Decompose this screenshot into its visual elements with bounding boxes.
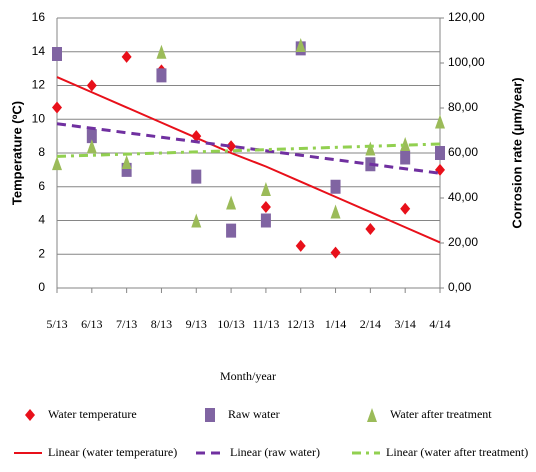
trend-line bbox=[56, 76, 441, 244]
marker bbox=[400, 202, 411, 215]
y-tick-label: 10 bbox=[32, 111, 46, 125]
y-tick-label: 12 bbox=[32, 78, 46, 92]
marker bbox=[365, 141, 376, 156]
marker bbox=[435, 146, 445, 160]
trend-line bbox=[56, 122, 441, 175]
marker bbox=[435, 114, 445, 129]
x-tick-label: 12/13 bbox=[287, 317, 314, 331]
marker bbox=[156, 44, 167, 59]
legend-label: Raw water bbox=[228, 407, 280, 421]
marker bbox=[260, 213, 271, 228]
legend-label: Water after treatment bbox=[390, 407, 492, 421]
y-tick-label: 14 bbox=[32, 44, 46, 58]
marker bbox=[226, 195, 237, 210]
x-tick-label: 4/14 bbox=[429, 317, 450, 331]
marker bbox=[86, 139, 97, 154]
y-axis-title: Temperature (ºC) bbox=[9, 101, 24, 205]
legend-label: Linear (water after treatment) bbox=[386, 445, 528, 459]
x-tick-label: 10/13 bbox=[217, 317, 244, 331]
x-tick-label: 3/14 bbox=[395, 317, 416, 331]
marker bbox=[121, 50, 132, 63]
y2-tick-label: 60,00 bbox=[448, 145, 478, 159]
y2-tick-label: 100,00 bbox=[448, 55, 485, 69]
x-tick-label: 11/13 bbox=[252, 317, 279, 331]
y2-tick-label: 80,00 bbox=[448, 100, 478, 114]
x-tick-label: 1/14 bbox=[325, 317, 346, 331]
y-tick-label: 8 bbox=[38, 145, 45, 159]
marker bbox=[121, 162, 132, 177]
marker bbox=[367, 408, 377, 422]
marker bbox=[295, 38, 306, 52]
trend-line bbox=[56, 142, 441, 158]
marker bbox=[260, 182, 271, 196]
marker bbox=[191, 169, 202, 184]
y-tick-label: 4 bbox=[38, 213, 45, 227]
y-tick-label: 6 bbox=[38, 179, 45, 193]
y2-tick-label: 0,00 bbox=[448, 280, 472, 294]
y2-tick-label: 20,00 bbox=[448, 235, 478, 249]
marker bbox=[25, 409, 35, 421]
marker bbox=[260, 201, 271, 213]
y2-tick-label: 40,00 bbox=[448, 190, 478, 204]
legend-label: Water temperature bbox=[48, 407, 137, 421]
marker bbox=[52, 101, 62, 114]
x-tick-label: 5/13 bbox=[46, 317, 67, 331]
x-tick-label: 6/13 bbox=[81, 317, 102, 331]
marker bbox=[52, 47, 62, 61]
y-tick-label: 0 bbox=[38, 280, 45, 294]
x-tick-label: 8/13 bbox=[151, 317, 172, 331]
legend-label: Linear (water temperature) bbox=[48, 445, 177, 459]
y-tick-label: 2 bbox=[38, 246, 45, 260]
x-tick-label: 7/13 bbox=[116, 317, 137, 331]
marker bbox=[226, 223, 237, 238]
marker bbox=[86, 79, 97, 92]
marker bbox=[400, 150, 411, 165]
marker bbox=[295, 239, 306, 252]
legend-label: Linear (raw water) bbox=[230, 445, 320, 459]
marker bbox=[156, 68, 167, 83]
x-tick-label: 9/13 bbox=[186, 317, 207, 331]
marker bbox=[330, 246, 341, 259]
marker bbox=[205, 408, 215, 422]
y2-tick-label: 120,00 bbox=[448, 10, 485, 24]
marker bbox=[330, 204, 341, 219]
marker bbox=[365, 222, 376, 235]
x-tick-label: 2/14 bbox=[360, 317, 381, 331]
marker bbox=[52, 156, 62, 171]
x-axis-title: Month/year bbox=[220, 369, 276, 383]
marker bbox=[86, 129, 97, 144]
marker bbox=[330, 179, 341, 194]
y-tick-label: 16 bbox=[32, 10, 46, 24]
marker bbox=[400, 137, 411, 151]
marker bbox=[121, 155, 132, 169]
marker bbox=[191, 213, 202, 228]
y2-axis-title: Corrosion rate (µm/year) bbox=[509, 77, 524, 228]
